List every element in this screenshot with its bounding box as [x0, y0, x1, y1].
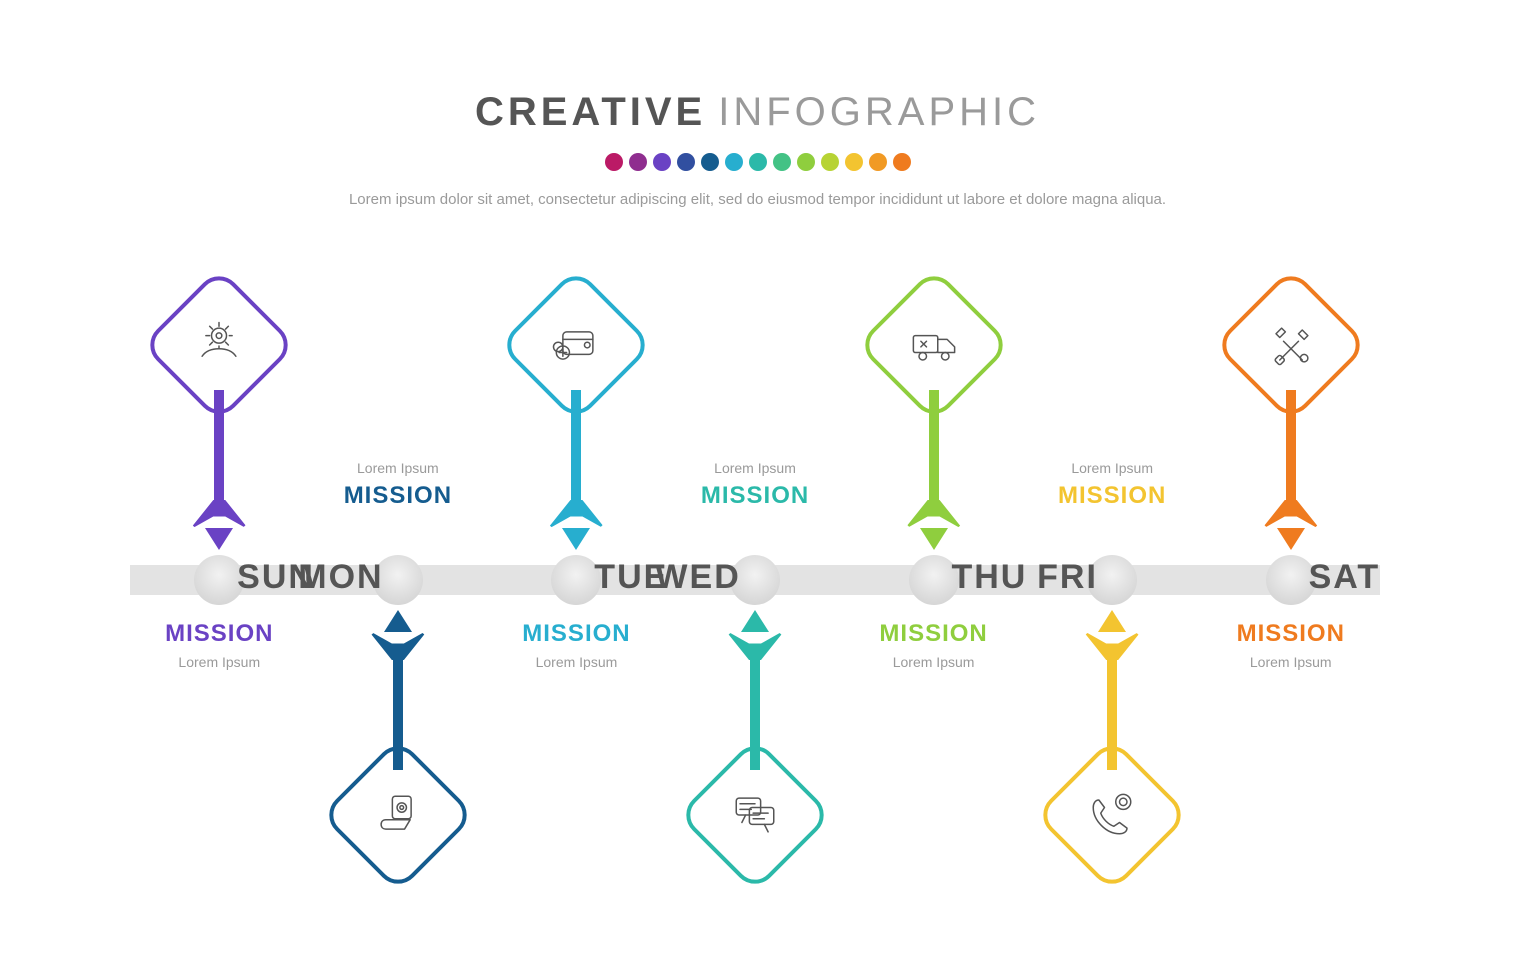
mission-text: Lorem Ipsum MISSION	[318, 460, 478, 510]
mission-text: MISSION Lorem Ipsum	[1211, 620, 1371, 670]
tools-icon	[1261, 315, 1321, 375]
palette-dot	[869, 153, 887, 171]
arrow-head-icon	[205, 528, 233, 550]
arrow-head-icon	[1277, 528, 1305, 550]
pointer-flare	[1261, 500, 1321, 530]
title-bold: CREATIVE	[475, 90, 706, 134]
pointer	[864, 290, 1004, 560]
arrow-head-icon	[384, 610, 412, 632]
mission-heading: MISSION	[1211, 620, 1371, 648]
lead-text: Lorem Ipsum	[496, 654, 656, 670]
title: CREATIVE INFOGRAPHIC	[308, 90, 1208, 135]
pointer-stem	[929, 390, 939, 510]
day-label: MON	[298, 558, 383, 597]
pointer-flare	[725, 630, 785, 660]
pointer-stem	[750, 650, 760, 770]
mission-text: MISSION Lorem Ipsum	[496, 620, 656, 670]
arrow-head-icon	[920, 528, 948, 550]
mission-text: Lorem Ipsum MISSION	[1032, 460, 1192, 510]
palette-dot	[653, 153, 671, 171]
day-column-tue: TUEMISSIONLorem Ipsum	[487, 300, 666, 850]
arrow-head-icon	[741, 610, 769, 632]
day-column-sun: SUNMISSIONLorem Ipsum	[130, 300, 309, 850]
title-light: INFOGRAPHIC	[718, 90, 1040, 134]
palette-dot	[629, 153, 647, 171]
pointer-stem	[571, 390, 581, 510]
chat-icon	[725, 785, 785, 845]
lead-text: Lorem Ipsum	[854, 654, 1014, 670]
day-label: WED	[655, 558, 740, 597]
palette-dots	[308, 153, 1208, 171]
pointer-flare	[1082, 630, 1142, 660]
pointer	[328, 600, 468, 870]
pointer	[685, 600, 825, 870]
day-column-thu: THUMISSIONLorem Ipsum	[844, 300, 1023, 850]
mission-heading: MISSION	[854, 620, 1014, 648]
lead-text: Lorem Ipsum	[1211, 654, 1371, 670]
mission-heading: MISSION	[496, 620, 656, 648]
wallet-icon	[546, 315, 606, 375]
header: CREATIVE INFOGRAPHIC Lorem ipsum dolor si…	[308, 90, 1208, 212]
pointer-stem	[1107, 650, 1117, 770]
pointer	[149, 290, 289, 560]
lead-text: Lorem Ipsum	[139, 654, 299, 670]
day-column-fri: FRI Lorem Ipsum MISSION	[1023, 300, 1202, 850]
truck-icon	[904, 315, 964, 375]
timeline-columns: SUNMISSIONLorem IpsumMONLorem IpsumMISSI…	[130, 300, 1380, 850]
lead-text: Lorem Ipsum	[675, 460, 835, 476]
subtitle: Lorem ipsum dolor sit amet, consectetur …	[308, 189, 1208, 212]
pointer-flare	[546, 500, 606, 530]
mission-heading: MISSION	[139, 620, 299, 648]
palette-dot	[677, 153, 695, 171]
day-label: THU	[951, 558, 1027, 597]
phone-icon	[1082, 785, 1142, 845]
pointer	[1221, 290, 1361, 560]
mission-heading: MISSION	[318, 482, 478, 510]
pointer-flare	[368, 630, 428, 660]
pointer	[506, 290, 646, 560]
day-column-wed: WEDLorem IpsumMISSION	[666, 300, 845, 850]
day-column-mon: MONLorem IpsumMISSION	[309, 300, 488, 850]
palette-dot	[845, 153, 863, 171]
lead-text: Lorem Ipsum	[318, 460, 478, 476]
palette-dot	[893, 153, 911, 171]
pointer-flare	[189, 500, 249, 530]
arrow-head-icon	[562, 528, 590, 550]
palette-dot	[725, 153, 743, 171]
mission-text: MISSION Lorem Ipsum	[139, 620, 299, 670]
arrow-head-icon	[1098, 610, 1126, 632]
palette-dot	[797, 153, 815, 171]
pointer-flare	[904, 500, 964, 530]
mission-heading: MISSION	[675, 482, 835, 510]
pointer-stem	[214, 390, 224, 510]
lead-text: Lorem Ipsum	[1032, 460, 1192, 476]
pointer-stem	[393, 650, 403, 770]
palette-dot	[605, 153, 623, 171]
palette-dot	[701, 153, 719, 171]
palette-dot	[749, 153, 767, 171]
day-label: FRI	[1037, 558, 1098, 597]
pointer	[1042, 600, 1182, 870]
mission-text: MISSION Lorem Ipsum	[854, 620, 1014, 670]
palette-dot	[773, 153, 791, 171]
mission-text: Lorem Ipsum MISSION	[675, 460, 835, 510]
pointer-stem	[1286, 390, 1296, 510]
palette-dot	[821, 153, 839, 171]
day-label: SAT	[1309, 558, 1380, 597]
gear-hand-icon	[189, 315, 249, 375]
mission-heading: MISSION	[1032, 482, 1192, 510]
scroll-gear-icon	[368, 785, 428, 845]
day-column-sat: SAT MISSION Lorem Ipsum	[1201, 300, 1380, 850]
